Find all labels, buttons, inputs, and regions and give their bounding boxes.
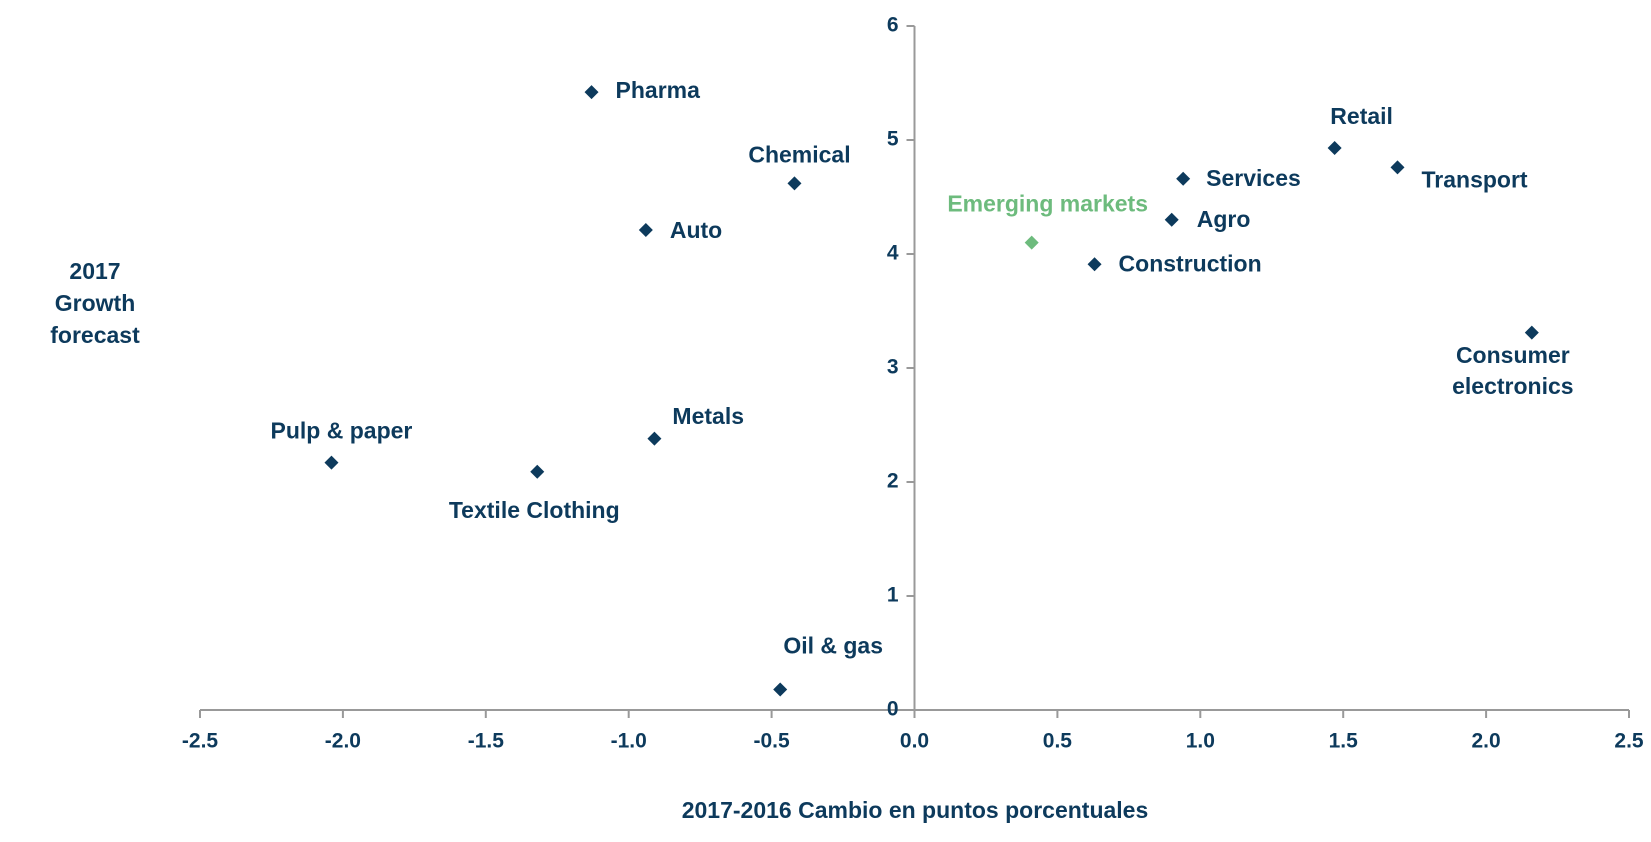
x-tick-label: 2.5: [1614, 730, 1644, 753]
y-tick-label: 2: [887, 470, 899, 493]
point: [584, 85, 599, 100]
point-label: Services: [1206, 165, 1301, 191]
point: [1024, 235, 1039, 250]
x-tick-label: 1.5: [1329, 730, 1359, 753]
point-label: Textile Clothing: [449, 497, 620, 523]
point: [530, 464, 545, 479]
x-tick-label: -0.5: [754, 730, 791, 753]
x-tick-label: 2.0: [1471, 730, 1500, 753]
x-tick-label: -1.5: [468, 730, 505, 753]
x-tick-label: -2.0: [325, 730, 361, 753]
y-tick-label: 5: [887, 128, 899, 151]
x-tick-label: 0.0: [900, 730, 929, 753]
point-label: Agro: [1197, 206, 1251, 232]
y-tick-label: 4: [887, 242, 899, 265]
point-label: Metals: [672, 403, 744, 429]
y-tick-label: 3: [887, 356, 899, 379]
point-label: Retail: [1330, 103, 1393, 129]
point: [638, 223, 653, 238]
y-axis-title: 2017 Growth forecast: [50, 258, 140, 348]
point: [1327, 140, 1342, 155]
point: [324, 455, 339, 470]
x-tick-label: -2.5: [182, 730, 219, 753]
point-label: Emerging markets: [947, 191, 1148, 217]
point-label: Chemical: [748, 141, 850, 167]
point: [1390, 160, 1405, 175]
point-label: Oil & gas: [783, 633, 883, 659]
point: [1164, 212, 1179, 227]
point: [1524, 325, 1539, 340]
x-tick-label: 1.0: [1186, 730, 1215, 753]
point: [787, 176, 802, 191]
point: [1087, 257, 1102, 272]
point-label: Pharma: [616, 77, 701, 103]
point: [1176, 171, 1191, 186]
point-label: Auto: [670, 217, 722, 243]
y-tick-label: 0: [887, 698, 899, 721]
y-tick-label: 1: [887, 584, 899, 607]
y-tick-label: 6: [887, 14, 899, 37]
x-tick-label: 0.5: [1043, 730, 1073, 753]
point-label: Construction: [1119, 250, 1262, 276]
point-label: Transport: [1422, 166, 1528, 192]
x-axis-title: 2017-2016 Cambio en puntos porcentuales: [682, 797, 1149, 823]
x-tick-label: -1.0: [611, 730, 647, 753]
point: [773, 682, 788, 697]
point-label: Consumer electronics: [1452, 342, 1573, 399]
point: [647, 431, 662, 446]
point-label: Pulp & paper: [271, 418, 413, 444]
